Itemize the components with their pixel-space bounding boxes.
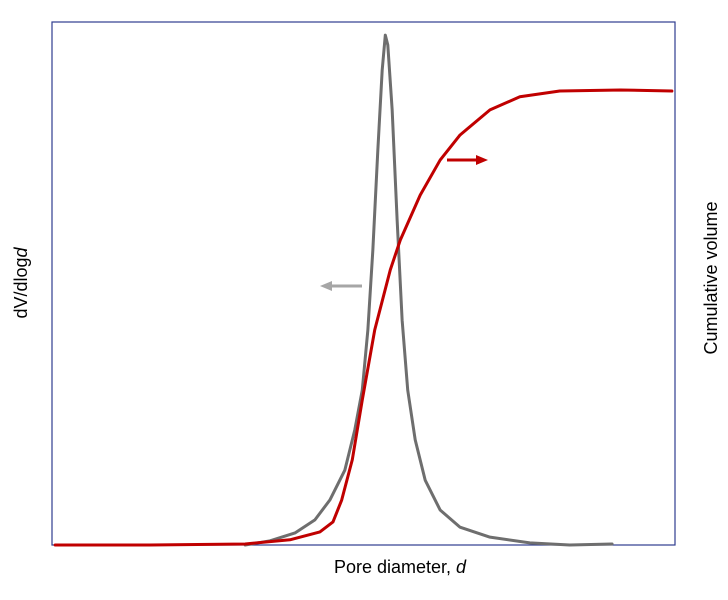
x-label-variable: d [456,557,467,577]
left-axis-arrowhead [320,281,332,291]
data-line [243,33,614,547]
x-axis-label: Pore diameter, d [334,557,467,577]
y-label-variable: d [11,246,31,257]
right-axis-arrowhead [476,155,488,165]
y-label-text: dV/dlog [11,257,31,318]
data-line [53,88,674,547]
plot-frame [51,21,676,546]
y-axis-label: dV/dlogd [11,246,31,318]
x-label-text: Pore diameter, [334,557,456,577]
y2-axis-label: Cumulative volume [701,201,721,354]
plot-area [53,33,674,547]
